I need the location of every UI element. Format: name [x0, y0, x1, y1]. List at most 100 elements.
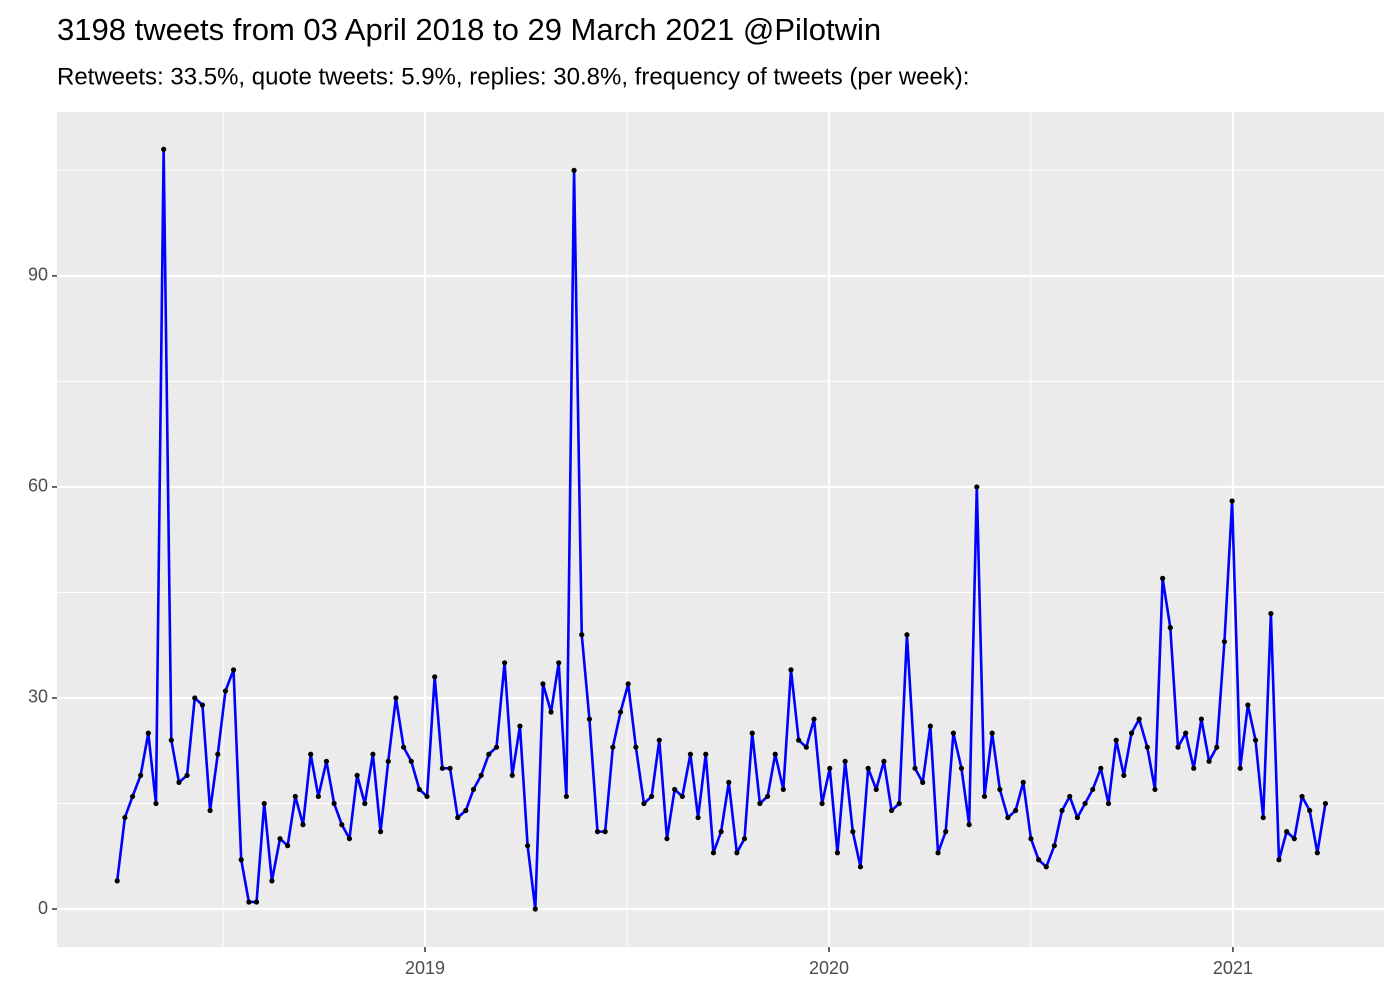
point [315, 793, 321, 800]
point [672, 786, 678, 793]
point [656, 737, 662, 743]
point [927, 723, 933, 729]
point [1105, 800, 1112, 807]
point [215, 751, 221, 757]
point [981, 793, 988, 800]
point [556, 660, 562, 666]
point [896, 800, 902, 807]
point [354, 772, 360, 778]
point [501, 660, 508, 666]
point [455, 814, 461, 821]
point [687, 751, 694, 757]
point [1082, 800, 1088, 807]
point [408, 758, 414, 764]
point [594, 829, 601, 835]
point [1175, 744, 1181, 750]
point [486, 751, 492, 757]
point [416, 786, 422, 793]
point [571, 167, 577, 173]
point [370, 751, 376, 757]
point [625, 681, 631, 687]
x-tick-label: 2020 [809, 958, 849, 978]
point [1237, 765, 1243, 771]
point [400, 744, 407, 750]
point [1276, 857, 1282, 863]
point [943, 829, 949, 835]
point [346, 836, 353, 842]
point [966, 821, 972, 828]
point [997, 786, 1003, 793]
point [161, 146, 167, 152]
point [1152, 786, 1158, 793]
chart-subtitle: Retweets: 33.5%, quote tweets: 5.9%, rep… [57, 63, 969, 90]
point [1206, 758, 1212, 764]
point [796, 737, 802, 743]
point [385, 758, 391, 764]
point [1245, 702, 1251, 708]
y-tick-label: 90 [28, 265, 48, 285]
point [246, 899, 252, 905]
point [1268, 610, 1274, 617]
point [757, 800, 763, 807]
point [1299, 793, 1305, 800]
point [664, 836, 670, 842]
point [285, 843, 291, 849]
point [1098, 765, 1104, 771]
point [679, 793, 685, 800]
chart-title: 3198 tweets from 03 April 2018 to 29 Mar… [57, 12, 881, 47]
point [749, 730, 755, 736]
y-tick-label: 30 [28, 687, 48, 707]
point [331, 800, 337, 807]
point [1012, 807, 1019, 814]
point [1252, 737, 1259, 743]
point [129, 793, 136, 800]
point [1183, 730, 1189, 736]
point [1128, 730, 1135, 736]
point [718, 829, 724, 835]
point [323, 758, 330, 764]
point [579, 632, 585, 638]
point [269, 878, 275, 884]
point [1036, 857, 1042, 863]
point [447, 765, 453, 771]
point [873, 786, 879, 793]
point [695, 814, 701, 821]
point [532, 906, 538, 912]
point [517, 723, 523, 729]
point [478, 772, 484, 778]
point [1307, 807, 1313, 814]
point [525, 843, 531, 849]
point [710, 850, 717, 856]
point [850, 829, 856, 835]
point [641, 800, 647, 807]
point [168, 737, 174, 743]
point [432, 674, 438, 680]
point [1260, 814, 1266, 821]
panel [57, 112, 1384, 947]
point [633, 744, 639, 750]
point [548, 709, 554, 715]
y-tick-label: 0 [38, 898, 48, 918]
point [772, 751, 778, 757]
point [989, 730, 995, 736]
point [470, 786, 477, 793]
point [153, 800, 159, 807]
point [439, 765, 445, 771]
y-tick-label: 60 [28, 476, 48, 496]
point [617, 709, 624, 715]
point [1191, 765, 1197, 771]
point [1067, 793, 1073, 800]
point [920, 779, 926, 785]
point [199, 702, 206, 708]
point [393, 695, 399, 701]
point [1051, 843, 1057, 849]
point [865, 765, 871, 771]
point [1059, 807, 1065, 814]
point [424, 793, 430, 800]
point [114, 878, 120, 884]
point [610, 744, 616, 750]
point [1160, 575, 1166, 581]
point [1214, 744, 1220, 750]
point [253, 899, 260, 905]
point [649, 793, 655, 800]
